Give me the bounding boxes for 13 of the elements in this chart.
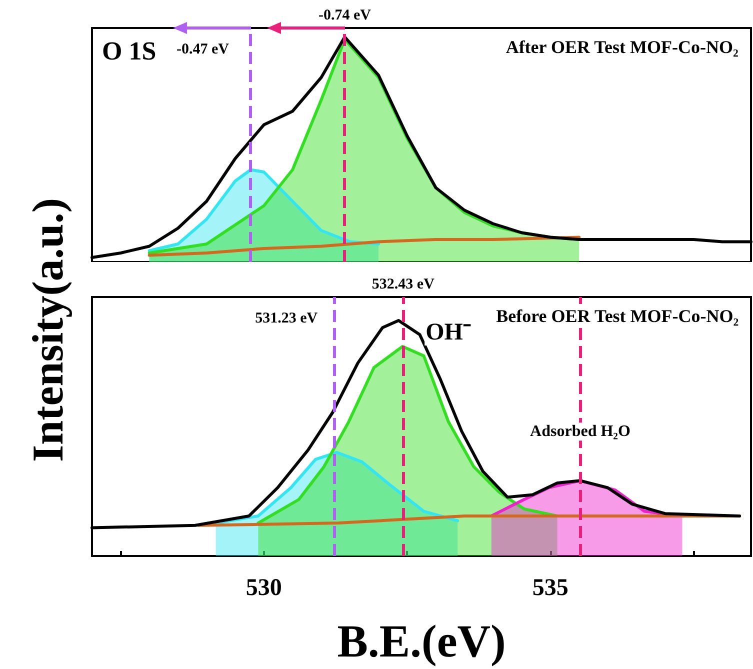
annotation: O 1S bbox=[102, 36, 156, 66]
ref-line-label: 531.23 eV bbox=[255, 310, 318, 326]
y-axis-title: Intensity(a.u.) bbox=[22, 198, 74, 462]
annotation: After OER Test MOF-Co-NO₂ bbox=[506, 37, 738, 57]
ref-line-label: -0.74 eV bbox=[318, 8, 372, 24]
ref-line-label: 532.43 eV bbox=[372, 276, 435, 292]
x-tick-label: 535 bbox=[532, 575, 568, 601]
annotation: Adsorbed H₂O bbox=[530, 423, 630, 440]
x-tick-label: 530 bbox=[246, 575, 282, 601]
annotation: Before OER Test MOF-Co-NO₂ bbox=[496, 306, 739, 326]
x-axis-title: B.E.(eV) bbox=[337, 616, 506, 666]
ref-line-label: -0.47 eV bbox=[176, 42, 230, 58]
annotation: OH⁻ bbox=[426, 319, 471, 346]
